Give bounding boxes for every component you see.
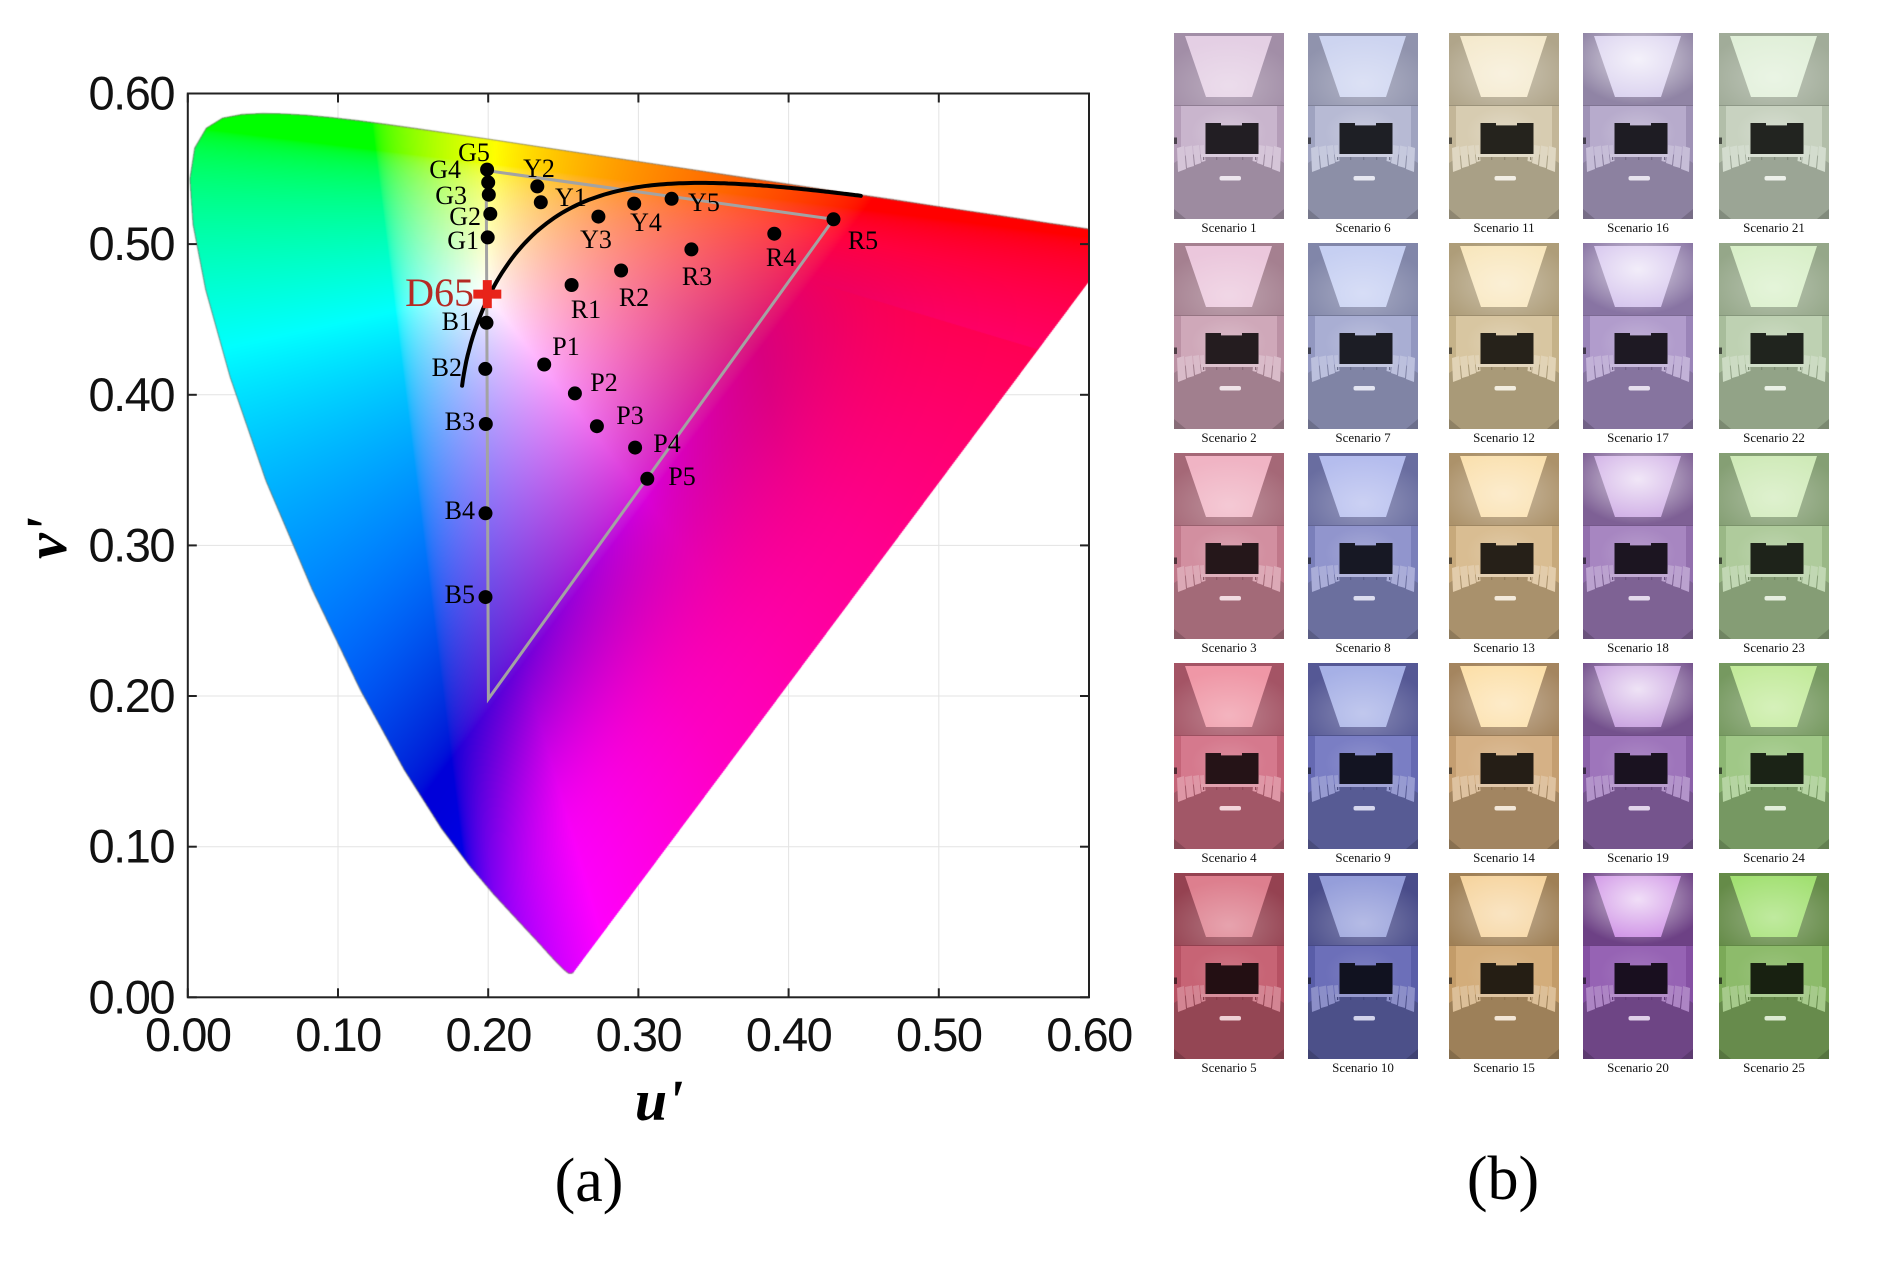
svg-text:0.20: 0.20 — [445, 1008, 531, 1061]
svg-text:R1: R1 — [571, 295, 601, 324]
svg-text:R4: R4 — [766, 243, 796, 272]
svg-text:B4: B4 — [445, 496, 475, 525]
svg-text:0.60: 0.60 — [1046, 1008, 1132, 1061]
svg-text:0.00: 0.00 — [89, 970, 175, 1023]
svg-text:R2: R2 — [619, 283, 649, 312]
svg-text:P4: P4 — [653, 429, 680, 458]
svg-text:0.00: 0.00 — [145, 1008, 231, 1061]
svg-text:G4: G4 — [429, 155, 461, 184]
svg-text:G3: G3 — [435, 181, 467, 210]
svg-text:B5: B5 — [445, 580, 475, 609]
svg-text:0.30: 0.30 — [89, 518, 175, 571]
svg-text:v': v' — [14, 517, 79, 559]
svg-text:0.20: 0.20 — [89, 669, 175, 722]
svg-text:(b): (b) — [1467, 1145, 1539, 1213]
svg-text:Y1: Y1 — [555, 183, 587, 212]
svg-text:B2: B2 — [432, 353, 462, 382]
svg-text:0.30: 0.30 — [596, 1008, 682, 1061]
svg-text:B1: B1 — [442, 307, 472, 336]
svg-text:0.10: 0.10 — [295, 1008, 381, 1061]
svg-text:R5: R5 — [848, 226, 878, 255]
svg-text:0.50: 0.50 — [896, 1008, 982, 1061]
svg-text:Y4: Y4 — [630, 208, 662, 237]
svg-text:0.40: 0.40 — [746, 1008, 832, 1061]
svg-text:Y5: Y5 — [688, 188, 720, 217]
svg-text:P2: P2 — [590, 368, 617, 397]
svg-text:D65: D65 — [405, 270, 474, 315]
svg-text:G5: G5 — [458, 138, 490, 167]
svg-text:(a): (a) — [555, 1147, 624, 1215]
svg-text:0.60: 0.60 — [89, 67, 175, 120]
svg-text:0.40: 0.40 — [89, 368, 175, 421]
svg-text:P3: P3 — [616, 401, 643, 430]
svg-text:u': u' — [635, 1068, 683, 1133]
svg-text:0.50: 0.50 — [89, 217, 175, 270]
svg-text:Y3: Y3 — [580, 225, 612, 254]
svg-text:0.10: 0.10 — [89, 820, 175, 873]
svg-text:G2: G2 — [449, 202, 481, 231]
svg-text:B3: B3 — [445, 407, 475, 436]
svg-text:Y2: Y2 — [523, 154, 555, 183]
svg-text:G1: G1 — [447, 226, 479, 255]
svg-text:R3: R3 — [682, 262, 712, 291]
svg-text:P5: P5 — [668, 462, 695, 491]
svg-text:P1: P1 — [552, 332, 579, 361]
